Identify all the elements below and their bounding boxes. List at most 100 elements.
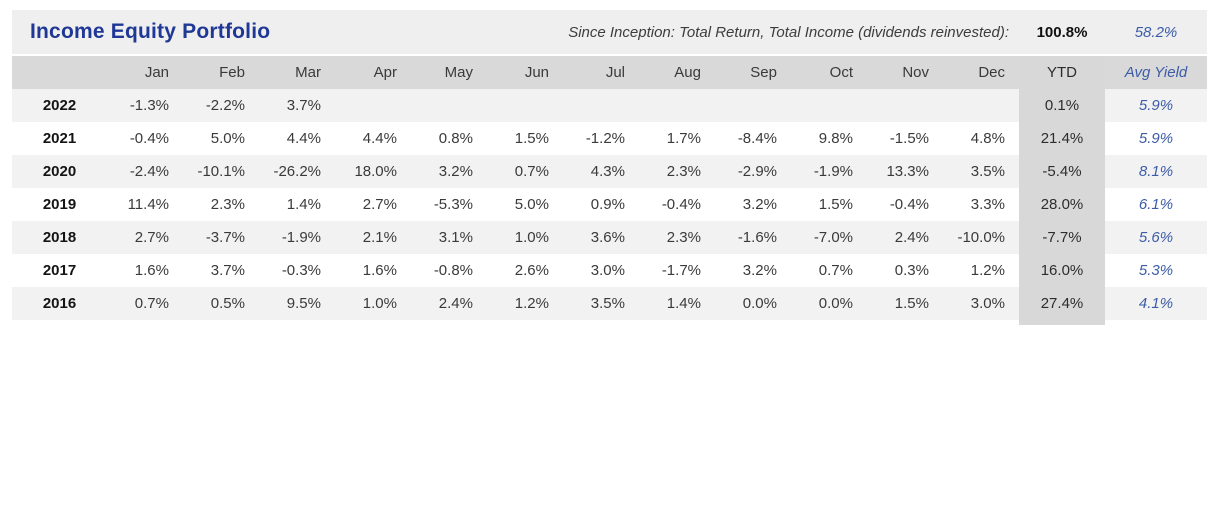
cell: 0.0% <box>742 295 777 312</box>
cell: -3.7% <box>205 229 245 246</box>
cell: -5.3% <box>433 196 473 213</box>
since-inception-total-return: 100.8% <box>1036 23 1088 41</box>
cell: -0.4% <box>661 196 701 213</box>
cell: 11.4% <box>127 196 169 213</box>
cell: -0.4% <box>129 130 169 147</box>
col-header-avg-yield: Avg Yield <box>1124 64 1188 81</box>
cell: 3.7% <box>286 97 321 114</box>
col-header-jan: Jan <box>144 64 169 81</box>
row-year: 2020 <box>42 163 77 180</box>
cell: -8.4% <box>737 130 777 147</box>
cell: 3.1% <box>438 229 473 246</box>
ytd-band-tail-cell <box>1019 320 1105 325</box>
cell: 2.1% <box>362 229 397 246</box>
cell: 0.5% <box>210 295 245 312</box>
cell: 9.8% <box>818 130 853 147</box>
cell: 1.6% <box>362 262 397 279</box>
ytd-band-tail <box>12 320 1207 325</box>
cell: -0.3% <box>281 262 321 279</box>
col-header-oct: Oct <box>829 64 853 81</box>
cell: -0.4% <box>889 196 929 213</box>
cell-ytd: 21.4% <box>1019 122 1105 155</box>
cell: -1.5% <box>889 130 929 147</box>
cell: 1.6% <box>134 262 169 279</box>
cell-avg-yield: 5.9% <box>1138 130 1174 147</box>
cell: 1.4% <box>666 295 701 312</box>
row-year: 2021 <box>42 130 77 147</box>
col-header-aug: Aug <box>674 64 701 81</box>
cell: 2.3% <box>210 196 245 213</box>
cell-avg-yield: 5.9% <box>1138 97 1174 114</box>
table-row-2019: 2019 11.4% 2.3% 1.4% 2.7% -5.3% 5.0% 0.9… <box>12 188 1207 221</box>
title-bar: Income Equity Portfolio Since Inception:… <box>12 10 1207 54</box>
portfolio-returns-table: Income Equity Portfolio Since Inception:… <box>12 10 1207 325</box>
cell: 1.5% <box>894 295 929 312</box>
cell: -1.9% <box>281 229 321 246</box>
cell: 1.7% <box>666 130 701 147</box>
cell: -0.8% <box>433 262 473 279</box>
cell: 3.2% <box>438 163 473 180</box>
cell: -1.7% <box>661 262 701 279</box>
cell: 3.5% <box>970 163 1005 180</box>
cell: 1.5% <box>514 130 549 147</box>
table-row-2021: 2021 -0.4% 5.0% 4.4% 4.4% 0.8% 1.5% -1.2… <box>12 122 1207 155</box>
table-row-2020: 2020 -2.4% -10.1% -26.2% 18.0% 3.2% 0.7%… <box>12 155 1207 188</box>
cell: 3.2% <box>742 196 777 213</box>
cell: -1.2% <box>585 130 625 147</box>
table-row-2016: 2016 0.7% 0.5% 9.5% 1.0% 2.4% 1.2% 3.5% … <box>12 287 1207 320</box>
cell: 3.6% <box>590 229 625 246</box>
cell: 0.9% <box>590 196 625 213</box>
cell: 3.3% <box>970 196 1005 213</box>
cell-ytd: 0.1% <box>1019 89 1105 122</box>
cell: 2.7% <box>134 229 169 246</box>
cell-avg-yield: 5.6% <box>1138 229 1174 246</box>
row-year: 2016 <box>42 295 77 312</box>
cell: 2.4% <box>438 295 473 312</box>
cell: 1.4% <box>286 196 321 213</box>
cell: 4.4% <box>286 130 321 147</box>
cell: 2.7% <box>362 196 397 213</box>
col-header-feb: Feb <box>219 64 245 81</box>
cell-ytd: -5.4% <box>1019 155 1105 188</box>
cell: 3.0% <box>970 295 1005 312</box>
cell: 0.8% <box>438 130 473 147</box>
table-row-2022: 2022 -1.3% -2.2% 3.7% 0.1% 5.9% <box>12 89 1207 122</box>
cell: -10.0% <box>957 229 1005 246</box>
cell-avg-yield: 8.1% <box>1138 163 1174 180</box>
cell-avg-yield: 6.1% <box>1138 196 1174 213</box>
page-title: Income Equity Portfolio <box>30 20 271 43</box>
since-inception-total-income: 58.2% <box>1134 23 1178 41</box>
col-header-nov: Nov <box>902 64 929 81</box>
cell: 4.8% <box>970 130 1005 147</box>
cell: 3.7% <box>210 262 245 279</box>
cell-ytd: -7.7% <box>1019 221 1105 254</box>
cell: -2.9% <box>737 163 777 180</box>
cell: -10.1% <box>197 163 245 180</box>
column-header-row: Jan Feb Mar Apr May Jun Jul Aug Sep Oct … <box>12 56 1207 89</box>
col-header-mar: Mar <box>295 64 321 81</box>
cell: 0.0% <box>818 295 853 312</box>
cell-ytd: 16.0% <box>1019 254 1105 287</box>
cell: -2.4% <box>129 163 169 180</box>
col-header-jun: Jun <box>524 64 549 81</box>
cell: 5.0% <box>514 196 549 213</box>
col-header-apr: Apr <box>373 64 397 81</box>
table-row-2017: 2017 1.6% 3.7% -0.3% 1.6% -0.8% 2.6% 3.0… <box>12 254 1207 287</box>
cell: 3.2% <box>742 262 777 279</box>
cell: 2.6% <box>514 262 549 279</box>
col-header-may: May <box>444 64 473 81</box>
cell: 1.2% <box>514 295 549 312</box>
cell: 0.3% <box>894 262 929 279</box>
cell: 5.0% <box>210 130 245 147</box>
row-year: 2022 <box>42 97 77 114</box>
cell: -7.0% <box>813 229 853 246</box>
cell: 4.3% <box>590 163 625 180</box>
row-year: 2017 <box>42 262 77 279</box>
since-inception-label: Since Inception: Total Return, Total Inc… <box>568 23 1009 41</box>
cell: 13.3% <box>886 163 929 180</box>
cell: -1.3% <box>129 97 169 114</box>
cell: -1.6% <box>737 229 777 246</box>
cell: 3.5% <box>590 295 625 312</box>
cell: 0.7% <box>134 295 169 312</box>
cell: 3.0% <box>590 262 625 279</box>
